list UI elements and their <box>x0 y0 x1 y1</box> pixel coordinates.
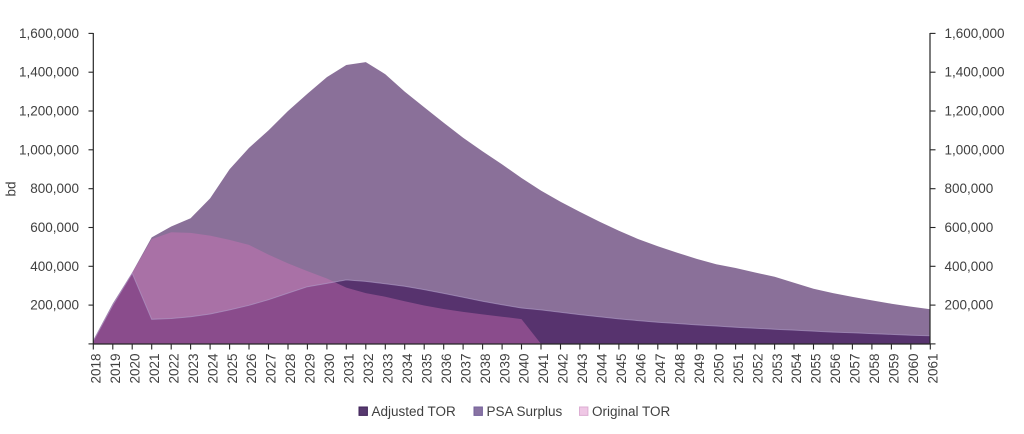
svg-text:2061: 2061 <box>926 354 941 384</box>
svg-text:2050: 2050 <box>711 354 726 384</box>
svg-text:2023: 2023 <box>186 354 201 384</box>
svg-text:2028: 2028 <box>283 354 298 384</box>
svg-text:2034: 2034 <box>400 353 415 384</box>
svg-text:2032: 2032 <box>361 354 376 384</box>
svg-text:2029: 2029 <box>303 354 318 384</box>
svg-text:2026: 2026 <box>244 354 259 384</box>
svg-text:800,000: 800,000 <box>945 181 994 196</box>
svg-text:2022: 2022 <box>166 354 181 384</box>
svg-text:800,000: 800,000 <box>30 181 79 196</box>
svg-text:2018: 2018 <box>89 354 104 384</box>
svg-text:2055: 2055 <box>809 354 824 384</box>
svg-text:200,000: 200,000 <box>945 298 994 313</box>
svg-text:2020: 2020 <box>127 354 142 384</box>
svg-text:1,600,000: 1,600,000 <box>19 26 79 41</box>
svg-text:2058: 2058 <box>867 354 882 384</box>
svg-text:2039: 2039 <box>497 354 512 384</box>
svg-text:600,000: 600,000 <box>945 220 994 235</box>
svg-text:1,000,000: 1,000,000 <box>945 142 1005 157</box>
svg-text:2024: 2024 <box>205 353 220 384</box>
svg-text:2060: 2060 <box>906 354 921 384</box>
svg-text:2053: 2053 <box>770 354 785 384</box>
svg-text:400,000: 400,000 <box>30 259 79 274</box>
svg-text:2048: 2048 <box>673 354 688 384</box>
svg-text:1,600,000: 1,600,000 <box>945 26 1005 41</box>
svg-text:bd: bd <box>4 181 19 196</box>
svg-text:2030: 2030 <box>322 354 337 384</box>
svg-text:2042: 2042 <box>556 354 571 384</box>
svg-text:2052: 2052 <box>750 354 765 384</box>
svg-text:2049: 2049 <box>692 354 707 384</box>
svg-text:2059: 2059 <box>887 354 902 384</box>
svg-text:2054: 2054 <box>789 353 804 384</box>
svg-text:2038: 2038 <box>478 354 493 384</box>
svg-text:2040: 2040 <box>517 354 532 384</box>
svg-text:200,000: 200,000 <box>30 298 79 313</box>
svg-text:1,200,000: 1,200,000 <box>945 104 1005 119</box>
svg-text:600,000: 600,000 <box>30 220 79 235</box>
svg-text:2051: 2051 <box>731 354 746 384</box>
svg-text:2035: 2035 <box>419 354 434 384</box>
svg-text:2043: 2043 <box>575 354 590 384</box>
svg-text:PSA Surplus: PSA Surplus <box>487 404 563 419</box>
svg-text:2046: 2046 <box>634 354 649 384</box>
svg-text:Original TOR: Original TOR <box>592 404 671 419</box>
svg-text:1,400,000: 1,400,000 <box>19 65 79 80</box>
svg-text:2021: 2021 <box>147 354 162 384</box>
svg-text:2033: 2033 <box>381 354 396 384</box>
svg-text:2045: 2045 <box>614 354 629 384</box>
svg-text:2019: 2019 <box>108 354 123 384</box>
svg-text:2037: 2037 <box>458 354 473 384</box>
svg-text:2027: 2027 <box>264 354 279 384</box>
svg-text:2047: 2047 <box>653 354 668 384</box>
svg-text:Adjusted TOR: Adjusted TOR <box>372 404 457 419</box>
svg-text:2025: 2025 <box>225 354 240 384</box>
svg-text:2036: 2036 <box>439 354 454 384</box>
svg-text:1,000,000: 1,000,000 <box>19 142 79 157</box>
svg-text:400,000: 400,000 <box>945 259 994 274</box>
svg-text:2031: 2031 <box>342 354 357 384</box>
svg-text:2056: 2056 <box>828 354 843 384</box>
svg-text:1,400,000: 1,400,000 <box>945 65 1005 80</box>
svg-text:2044: 2044 <box>595 353 610 384</box>
svg-text:1,200,000: 1,200,000 <box>19 104 79 119</box>
svg-text:2057: 2057 <box>848 354 863 384</box>
svg-text:2041: 2041 <box>536 354 551 384</box>
